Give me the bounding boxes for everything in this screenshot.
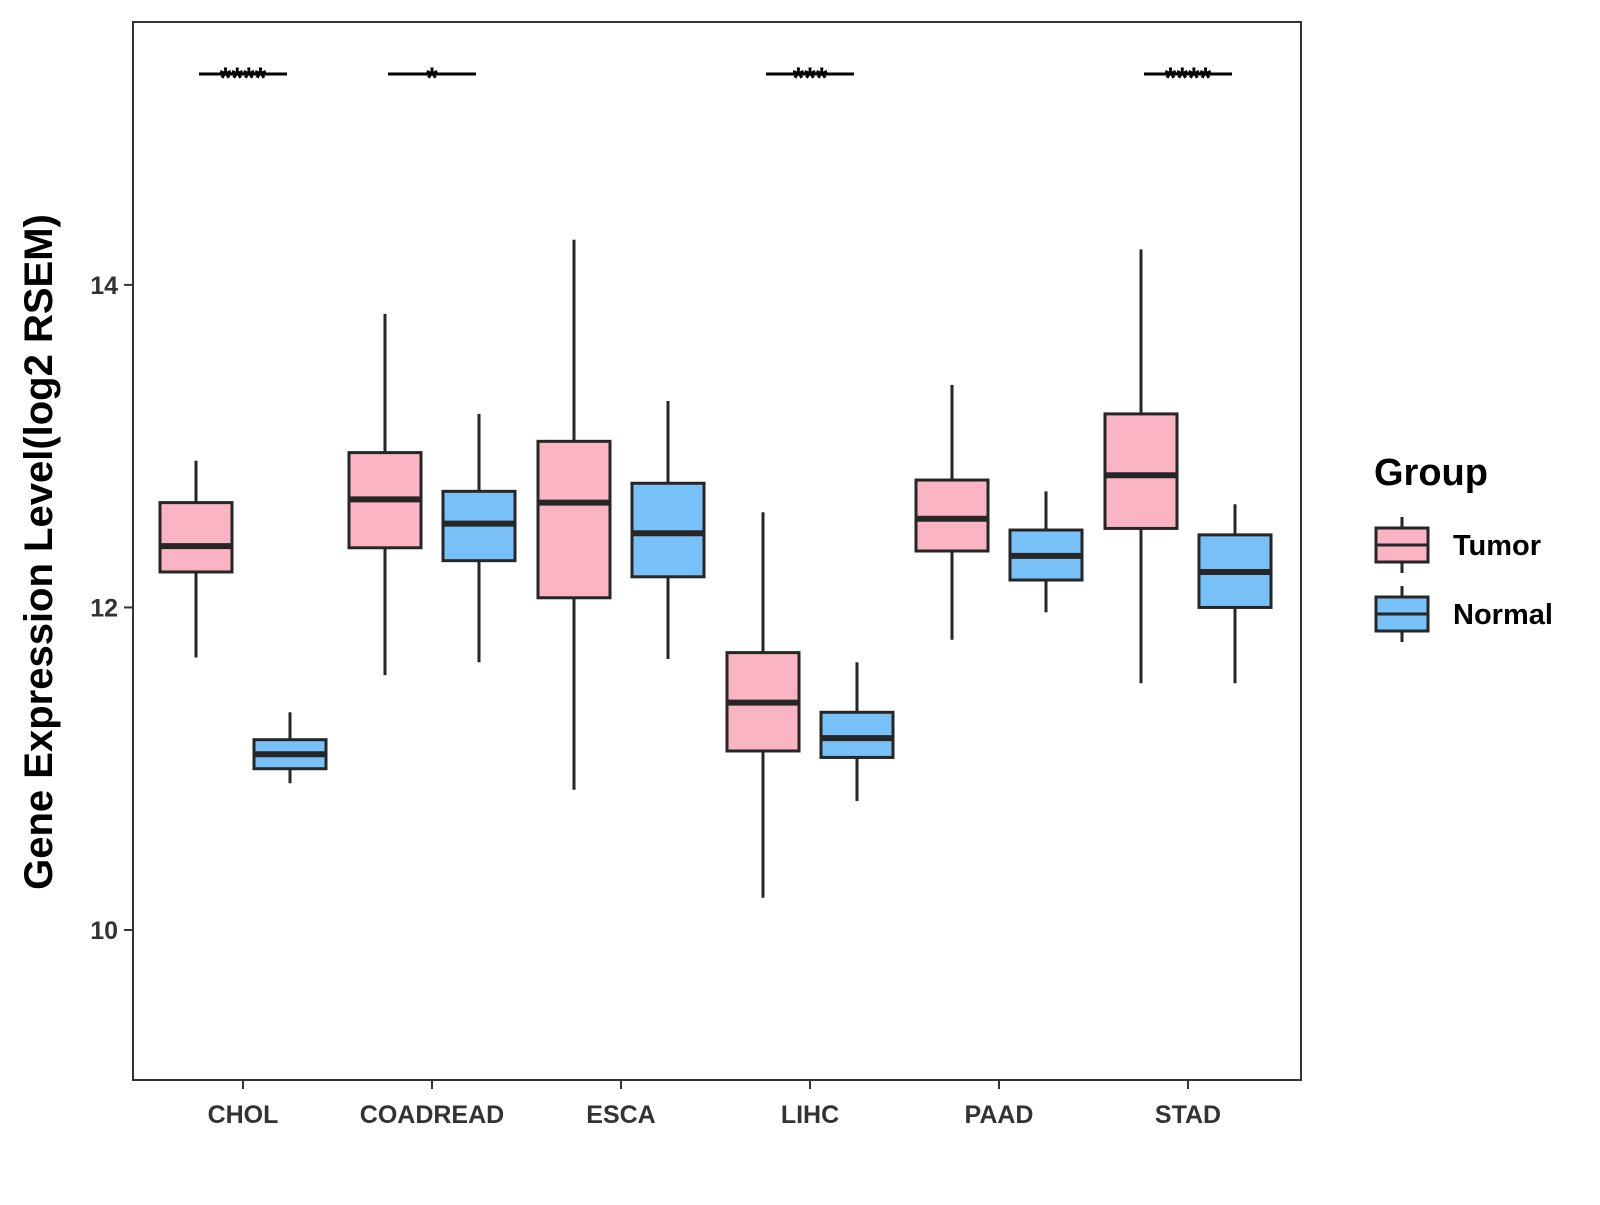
box-normal-paad xyxy=(1008,491,1084,613)
box-tumor-coadread xyxy=(347,313,423,676)
panel-border xyxy=(132,21,1302,1081)
box-iqr xyxy=(914,478,990,553)
x-tick-label: COADREAD xyxy=(360,1101,504,1129)
box-normal-esca xyxy=(630,401,706,660)
x-axis: CHOL COADREAD ESCA LIHC PAAD STAD xyxy=(208,1080,1221,1129)
x-tick-label: LIHC xyxy=(781,1101,839,1129)
box-iqr xyxy=(630,481,706,579)
legend-label: Normal xyxy=(1453,599,1553,631)
significance-label: **** xyxy=(220,62,267,95)
box-iqr xyxy=(536,439,612,600)
box-tumor-esca xyxy=(536,239,612,790)
x-tick-label: STAD xyxy=(1155,1101,1221,1129)
y-tick-label: 10 xyxy=(90,917,118,945)
y-axis: 10 12 14 xyxy=(90,272,133,945)
significance-label: **** xyxy=(1165,62,1212,95)
box-normal-chol xyxy=(252,712,328,784)
significance-label: * xyxy=(426,62,438,95)
legend-item-tumor: Tumor xyxy=(1374,517,1541,573)
box-normal-stad xyxy=(1197,504,1273,684)
box-iqr xyxy=(1103,412,1179,530)
y-tick-label: 14 xyxy=(90,272,118,300)
box-tumor-lihc xyxy=(725,512,801,898)
x-tick-label: CHOL xyxy=(208,1101,279,1129)
legend: Group Tumor Normal xyxy=(1374,452,1553,642)
y-tick-label: 12 xyxy=(90,594,118,622)
x-tick-label: PAAD xyxy=(965,1101,1034,1129)
legend-title: Group xyxy=(1374,452,1488,494)
significance-annotations: **** * *** **** xyxy=(199,62,1232,95)
box-iqr xyxy=(819,710,895,759)
x-tick-label: ESCA xyxy=(586,1101,655,1129)
box-normal-lihc xyxy=(819,662,895,801)
box-iqr xyxy=(158,501,234,574)
box-series xyxy=(158,239,1273,898)
legend-item-normal: Normal xyxy=(1374,586,1553,642)
box-tumor-chol xyxy=(158,460,234,658)
legend-label: Tumor xyxy=(1453,530,1541,562)
significance-label: *** xyxy=(792,62,827,95)
box-tumor-paad xyxy=(914,384,990,640)
y-axis-title: Gene Expression Level(log2 RSEM) xyxy=(17,214,61,890)
plot-panel xyxy=(132,21,1302,1081)
box-normal-coadread xyxy=(441,413,517,663)
box-tumor-stad xyxy=(1103,249,1179,684)
